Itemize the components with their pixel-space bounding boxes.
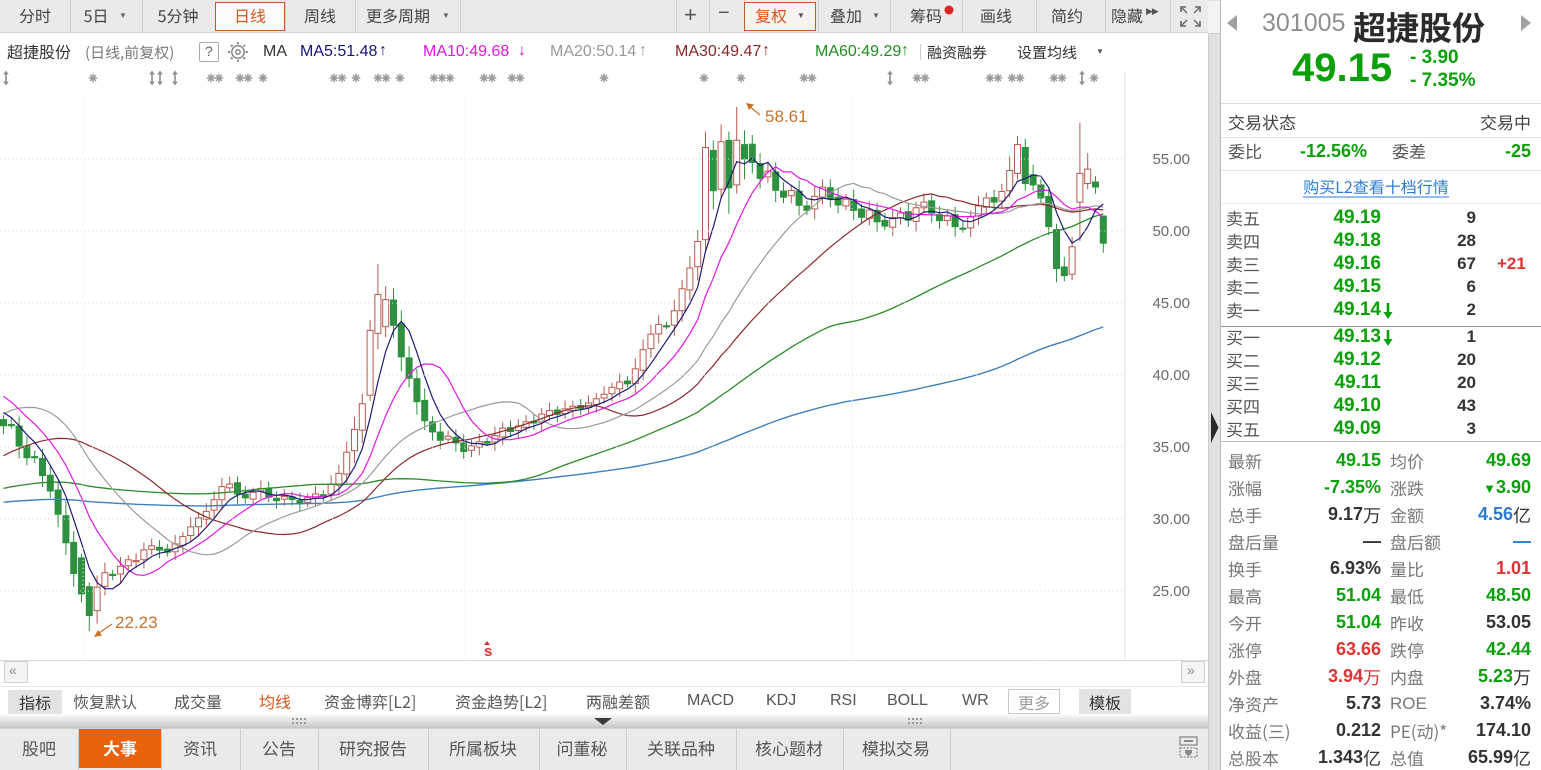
svg-text:30.00: 30.00 — [1152, 511, 1190, 528]
svg-text:45.00: 45.00 — [1152, 295, 1190, 312]
svg-text:40.00: 40.00 — [1152, 367, 1190, 384]
svg-text:s: s — [484, 643, 492, 660]
svg-text:50.00: 50.00 — [1152, 223, 1190, 240]
svg-text:22.23: 22.23 — [115, 613, 158, 632]
svg-text:35.00: 35.00 — [1152, 439, 1190, 456]
svg-text:58.61: 58.61 — [765, 107, 808, 126]
svg-text:25.00: 25.00 — [1152, 583, 1190, 600]
svg-text:55.00: 55.00 — [1152, 151, 1190, 168]
